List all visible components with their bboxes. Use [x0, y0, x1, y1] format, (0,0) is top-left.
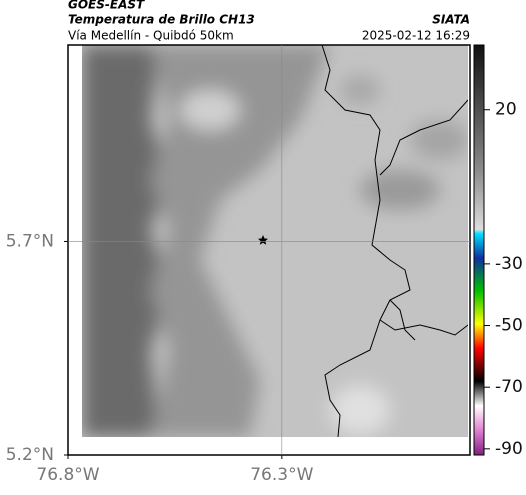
colorbar-label: -90 [495, 439, 523, 459]
title: GOES-EAST [68, 0, 145, 12]
timestamp: 2025-02-12 16:29 [362, 29, 470, 43]
location-marker [257, 235, 268, 245]
map-frame [67, 44, 471, 456]
x-tick-label: 76.8°W [36, 465, 99, 485]
subtitle: Temperatura de Brillo CH13 [68, 13, 255, 27]
colorbar-label: -50 [495, 316, 523, 336]
y-tick-label: 5.7°N [6, 231, 54, 251]
source: SIATA [432, 13, 470, 27]
colorbar [473, 44, 485, 456]
y-tick-label: 5.2°N [6, 445, 54, 465]
region: Vía Medellín - Quibdó 50km [68, 29, 234, 43]
colorbar-label: -30 [495, 254, 523, 274]
colorbar-label: -70 [495, 377, 523, 397]
satellite-image [82, 45, 468, 437]
colorbar-label: 20 [495, 100, 517, 120]
x-tick-label: 76.3°W [250, 465, 313, 485]
